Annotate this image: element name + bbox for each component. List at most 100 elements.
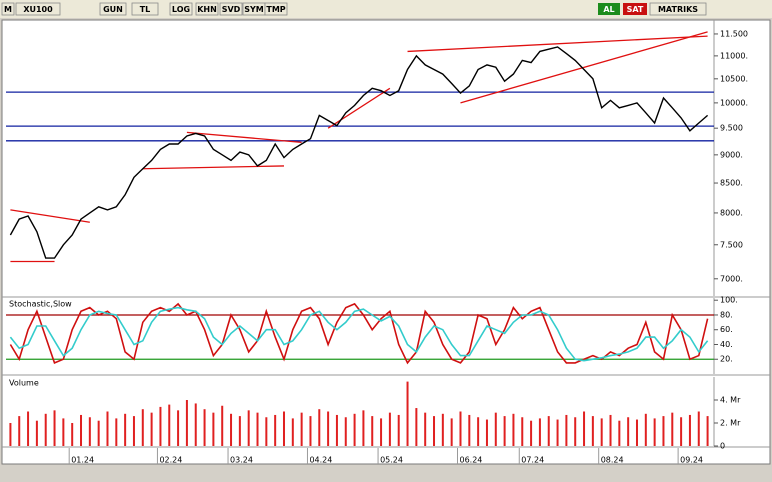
volume-bar [512, 413, 515, 446]
volume-bar [318, 409, 321, 446]
volume-bar [600, 418, 603, 446]
volume-bar [397, 414, 400, 446]
toolbar-label: SVD [222, 5, 241, 14]
toolbar-label: LOG [172, 5, 190, 14]
volume-bar [274, 414, 277, 446]
volume-bar [574, 417, 577, 446]
volume-bar [433, 416, 436, 446]
volume-bar [150, 412, 153, 446]
volume-bar [618, 420, 621, 446]
toolbar-label: M [4, 5, 12, 14]
volume-bar [644, 413, 647, 446]
volume-bar [27, 411, 30, 446]
volume-bar [565, 414, 568, 446]
volume-bar [141, 409, 144, 446]
volume-bar [53, 410, 56, 446]
volume-bar [530, 420, 533, 446]
volume-bar [415, 408, 418, 446]
y-tick-label: 100. [720, 296, 738, 305]
y-tick-label: 9000. [720, 150, 743, 159]
trendline [186, 131, 302, 144]
volume-bar [35, 420, 38, 446]
volume-bar [680, 417, 683, 446]
volume-bar [371, 416, 374, 446]
volume-bar [212, 412, 215, 446]
chart-area [1, 19, 771, 465]
volume-bar [671, 412, 674, 446]
x-tick-label: 07.24 [521, 456, 544, 465]
y-tick-label: 80. [720, 310, 733, 319]
volume-bar [609, 414, 612, 446]
volume-bar [106, 411, 109, 446]
volume-bar [71, 423, 74, 446]
volume-bar [265, 417, 268, 446]
volume-bar [344, 417, 347, 446]
panel-title: Stochastic,Slow [9, 300, 72, 309]
volume-bar [503, 416, 506, 446]
volume-bar [80, 414, 83, 446]
x-tick-label: 03.24 [230, 456, 253, 465]
volume-bar [132, 416, 135, 446]
toolbar-button[interactable] [219, 2, 243, 16]
toolbar-button[interactable] [15, 2, 61, 16]
trendline [460, 31, 708, 104]
volume-bar [494, 412, 497, 446]
y-tick-label: 2. Mr [720, 419, 741, 428]
sell-label: SAT [627, 5, 644, 14]
volume-bar [168, 404, 171, 446]
volume-bar [88, 417, 91, 446]
x-tick-label: 01.24 [71, 456, 94, 465]
volume-bar [194, 403, 197, 446]
volume-bar [521, 417, 524, 446]
volume-bar [477, 417, 480, 446]
toolbar-button[interactable] [649, 2, 707, 16]
volume-bar [300, 412, 303, 446]
x-tick-label: 04.24 [309, 456, 332, 465]
toolbar-button[interactable] [99, 2, 127, 16]
volume-bar [124, 413, 127, 446]
toolbar-label: XU100 [23, 5, 53, 14]
x-tick-label: 08.24 [601, 456, 624, 465]
volume-bar [185, 400, 188, 446]
volume-bar [177, 410, 180, 446]
toolbar-button[interactable] [264, 2, 288, 16]
toolbar-button[interactable] [1, 2, 15, 16]
volume-bar [388, 412, 391, 446]
y-tick-label: 7.500 [720, 240, 743, 249]
volume-bar [203, 409, 206, 446]
volume-bar [230, 413, 233, 446]
volume-bar [291, 418, 294, 446]
panel-title: Volume [9, 379, 39, 388]
y-tick-label: 0 [720, 442, 725, 451]
y-tick-label: 8500. [720, 179, 743, 188]
volume-bar [441, 413, 444, 446]
toolbar-button[interactable] [169, 2, 193, 16]
volume-bar [706, 416, 709, 446]
volume-bar [627, 417, 630, 446]
volume-bar [18, 416, 21, 446]
trendline [142, 165, 285, 170]
buy-button[interactable] [598, 3, 620, 15]
toolbar-button[interactable] [131, 2, 159, 16]
volume-bar [662, 416, 665, 446]
series-line [9, 46, 709, 259]
volume-bar [380, 418, 383, 446]
volume-bar [362, 410, 365, 446]
volume-bar [9, 423, 12, 446]
sell-button[interactable] [623, 3, 647, 15]
volume-bar [697, 411, 700, 446]
trendline [10, 209, 90, 223]
volume-bar [424, 412, 427, 446]
volume-bar [256, 412, 259, 446]
toolbar-button[interactable] [195, 2, 219, 16]
volume-bar [485, 419, 488, 446]
volume-bar [247, 410, 250, 446]
y-tick-label: 10000. [720, 98, 748, 107]
volume-bar [159, 406, 162, 446]
volume-bar [635, 419, 638, 446]
x-tick-label: 05.24 [380, 456, 403, 465]
volume-bar [335, 414, 338, 446]
x-tick-label: 09.24 [680, 456, 703, 465]
buy-label: AL [603, 5, 614, 14]
